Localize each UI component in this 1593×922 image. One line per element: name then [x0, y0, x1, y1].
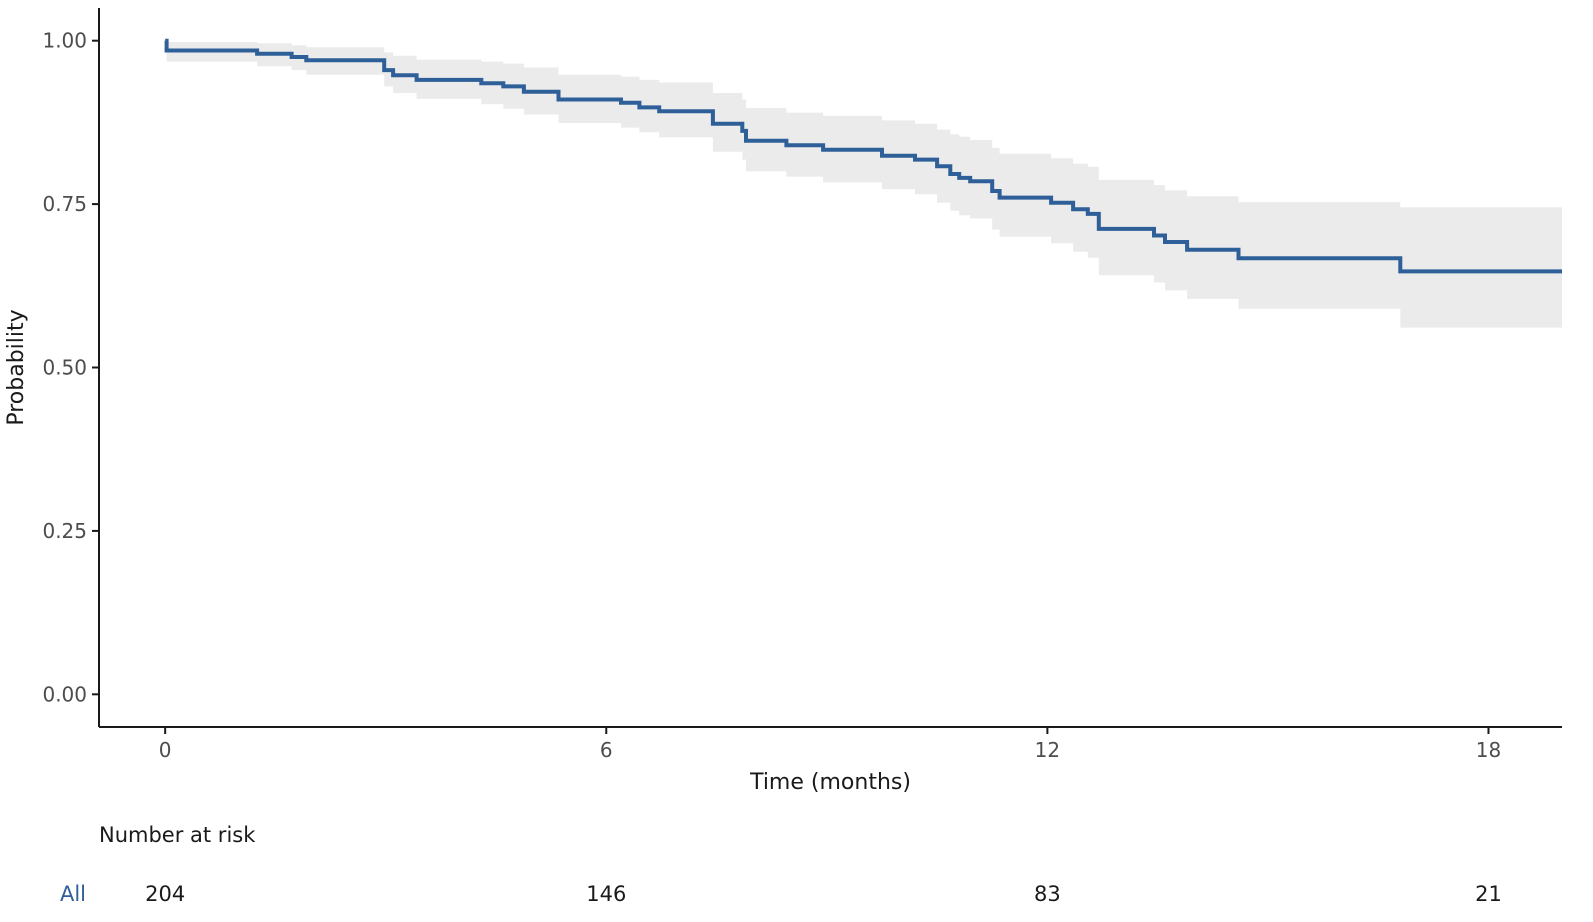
x-tick-label: 0: [159, 738, 172, 762]
y-ticks: 0.00 0.25 0.50 0.75 1.00: [42, 29, 99, 706]
x-ticks: 0 6 12 18: [159, 727, 1501, 762]
confidence-band: [165, 40, 1563, 328]
risk-table: Number at risk All 204 146 83 21: [60, 823, 1502, 906]
survival-curve: [164, 38, 1562, 274]
x-tick-label: 18: [1476, 738, 1501, 762]
risk-table-rows: All 204 146 83 21: [60, 882, 1502, 906]
risk-count: 83: [1034, 882, 1061, 906]
y-axis-title: Probability: [4, 309, 29, 425]
risk-group-label: All: [60, 882, 86, 906]
y-tick-label: 0.75: [42, 192, 87, 216]
y-tick-label: 0.50: [42, 356, 87, 380]
risk-table-title: Number at risk: [99, 823, 256, 847]
axes: 0.00 0.25 0.50 0.75 1.00 0 6 12 18 Time (months…: [4, 8, 1562, 795]
x-tick-label: 12: [1035, 738, 1060, 762]
y-tick-label: 1.00: [42, 29, 87, 53]
y-tick-label: 0.25: [42, 519, 87, 543]
risk-count: 21: [1475, 882, 1502, 906]
risk-count: 146: [586, 882, 626, 906]
risk-count: 204: [145, 882, 185, 906]
plot-area: [164, 38, 1563, 328]
x-tick-label: 6: [600, 738, 613, 762]
y-tick-label: 0.00: [42, 682, 87, 706]
x-axis-title: Time (months): [749, 770, 911, 795]
